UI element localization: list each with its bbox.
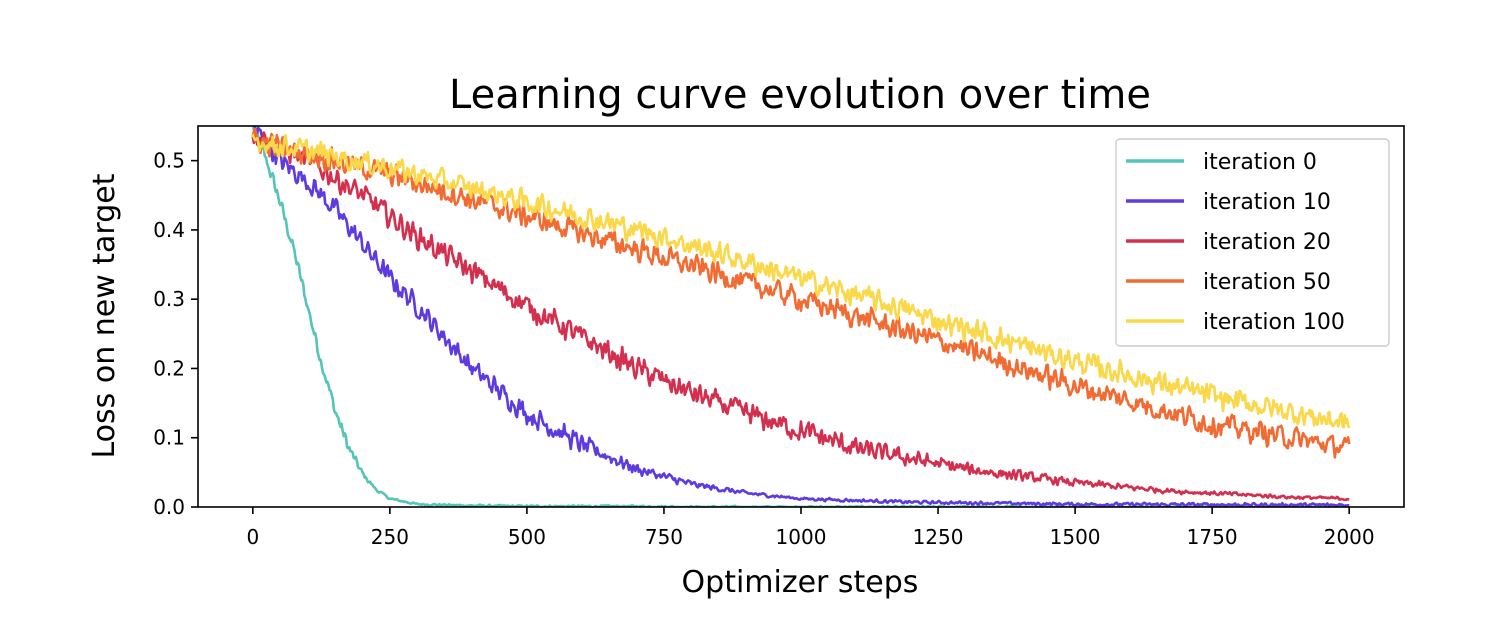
plot-frame — [197, 125, 1405, 508]
y-tick-label: 0.2 — [153, 356, 185, 380]
y-tick-label: 0.5 — [153, 149, 185, 173]
y-tick-label: 0.0 — [153, 495, 185, 519]
x-tick-label: 1000 — [776, 525, 827, 549]
x-tick-label: 250 — [371, 525, 409, 549]
series-line-iteration-20 — [251, 130, 1350, 502]
legend-label: iteration 50 — [1203, 270, 1331, 295]
y-axis: 0.0 0.1 0.2 0.3 0.4 0.5 — [153, 149, 198, 519]
series-line-iteration-10 — [253, 126, 1350, 507]
series-line-iteration-100 — [251, 133, 1351, 429]
x-tick-label: 750 — [645, 525, 683, 549]
x-axis-title: Optimizer steps — [682, 565, 919, 600]
x-tick-label: 2000 — [1324, 525, 1375, 549]
legend-label: iteration 100 — [1203, 310, 1345, 335]
legend-label: iteration 0 — [1203, 150, 1317, 175]
y-axis-title: Loss on new target — [87, 173, 122, 458]
y-tick-label: 0.3 — [153, 287, 185, 311]
legend-label: iteration 20 — [1203, 230, 1331, 255]
y-tick-label: 0.1 — [153, 426, 185, 450]
x-tick-label: 500 — [508, 525, 546, 549]
x-tick-label: 1750 — [1187, 525, 1238, 549]
legend-box — [1115, 138, 1390, 347]
legend: iteration 0 iteration 10 iteration 20 itera… — [1115, 138, 1390, 347]
y-tick-label: 0.4 — [153, 218, 185, 242]
chart-title: Learning curve evolution over time — [449, 72, 1151, 118]
x-tick-label: 0 — [246, 525, 259, 549]
legend-label: iteration 10 — [1203, 190, 1331, 215]
x-tick-label: 1500 — [1050, 525, 1101, 549]
x-tick-label: 1250 — [913, 525, 964, 549]
x-axis: 0 250 500 750 1000 1250 1500 1750 2000 — [246, 507, 1375, 549]
